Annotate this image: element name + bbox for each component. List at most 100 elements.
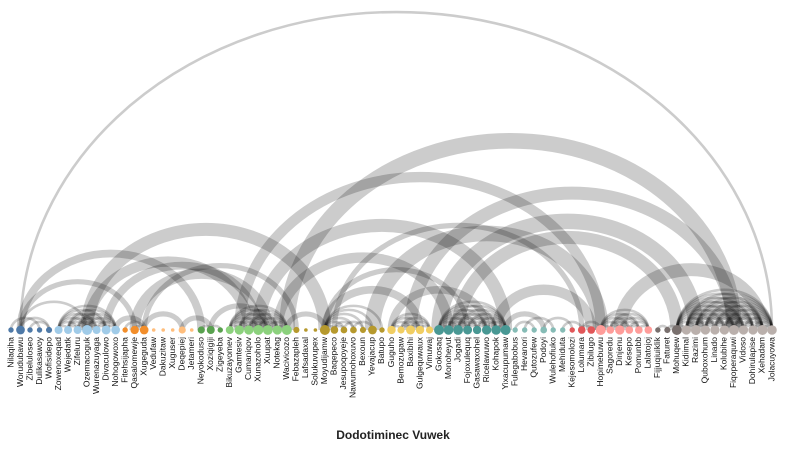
link-arc — [523, 316, 555, 331]
node-label: Zigeyeba — [215, 337, 225, 372]
node-dot[interactable] — [139, 325, 149, 335]
node-dot[interactable] — [512, 327, 518, 333]
node-dot[interactable] — [738, 325, 749, 335]
node-dot[interactable] — [16, 325, 25, 335]
node-dot[interactable] — [122, 327, 128, 333]
node-dot[interactable] — [319, 325, 330, 335]
node-dot[interactable] — [350, 326, 357, 334]
node-dot[interactable] — [443, 325, 454, 335]
node-dot[interactable] — [577, 326, 586, 334]
node-dot[interactable] — [330, 326, 339, 334]
node-dot[interactable] — [293, 326, 300, 334]
node-dot[interactable] — [700, 325, 711, 335]
link-arc — [399, 316, 431, 331]
node-dot[interactable] — [387, 325, 396, 335]
node-dot[interactable] — [379, 327, 385, 333]
node-label: Dulikasawoy — [34, 336, 44, 384]
node-dot[interactable] — [521, 327, 528, 333]
node-dot[interactable] — [481, 325, 492, 335]
node-dot[interactable] — [728, 325, 739, 335]
node-dot[interactable] — [111, 325, 120, 335]
node-dot[interactable] — [540, 326, 548, 334]
node-dot[interactable] — [73, 325, 82, 335]
node-dot[interactable] — [491, 325, 501, 335]
node-dot[interactable] — [615, 325, 625, 335]
node-dot[interactable] — [463, 325, 473, 335]
node-dot[interactable] — [234, 325, 244, 335]
node-dot[interactable] — [189, 328, 194, 332]
node-dot[interactable] — [45, 326, 53, 334]
node-dot[interactable] — [569, 327, 575, 333]
node-dot[interactable] — [82, 325, 93, 335]
node-dot[interactable] — [767, 325, 777, 335]
link-arc — [437, 312, 479, 331]
node-dot[interactable] — [151, 328, 156, 332]
node-label: Nilaqiha — [5, 337, 15, 368]
node-dot[interactable] — [500, 325, 511, 335]
node-dot[interactable] — [690, 325, 701, 335]
node-dot[interactable] — [681, 325, 692, 335]
node-dot[interactable] — [313, 328, 318, 332]
node-dot[interactable] — [453, 325, 464, 335]
link-arc — [513, 320, 536, 331]
node-dot[interactable] — [225, 325, 234, 335]
node-dot[interactable] — [161, 328, 165, 332]
link-arc — [141, 263, 299, 331]
node-dot[interactable] — [671, 325, 682, 335]
node-dot[interactable] — [531, 327, 537, 333]
node-dot[interactable] — [757, 325, 768, 335]
node-dot[interactable] — [206, 325, 215, 335]
link-arc — [685, 304, 745, 331]
node-label: Vedufaw — [148, 336, 158, 369]
node-dot[interactable] — [406, 325, 416, 335]
node-dot[interactable] — [54, 325, 63, 335]
node-dot[interactable] — [472, 325, 482, 335]
node-dot[interactable] — [368, 325, 377, 335]
node-dot[interactable] — [635, 326, 643, 334]
node-dot[interactable] — [710, 325, 720, 335]
node-dot[interactable] — [36, 327, 43, 333]
node-dot[interactable] — [130, 325, 139, 335]
node-dot[interactable] — [625, 326, 634, 334]
node-dot[interactable] — [434, 325, 445, 335]
link-arc — [685, 300, 755, 331]
node-label: Bikuzayomev — [224, 336, 234, 387]
node-dot[interactable] — [397, 326, 405, 334]
node-dot[interactable] — [217, 327, 223, 333]
node-dot[interactable] — [92, 325, 101, 335]
node-dot[interactable] — [272, 325, 282, 335]
node-dot[interactable] — [101, 325, 111, 335]
node-dot[interactable] — [340, 326, 348, 334]
node-label: Zibeluloseo — [24, 337, 34, 381]
node-dot[interactable] — [281, 325, 292, 335]
link-arc — [503, 311, 547, 331]
node-dot[interactable] — [262, 325, 273, 335]
node-dot[interactable] — [178, 326, 186, 334]
node-dot[interactable] — [606, 326, 615, 334]
node-dot[interactable] — [748, 325, 758, 335]
node-dot[interactable] — [244, 325, 254, 335]
node-label: Baxibihi — [405, 337, 415, 367]
node-dot[interactable] — [359, 326, 367, 334]
node-dot[interactable] — [644, 326, 653, 334]
node-label: Fojoxulequq — [462, 337, 472, 384]
node-dot[interactable] — [304, 328, 308, 332]
node-dot[interactable] — [197, 326, 205, 334]
node-dot[interactable] — [8, 327, 14, 333]
node-dot[interactable] — [587, 326, 596, 334]
node-dot[interactable] — [655, 327, 661, 333]
node-dot[interactable] — [253, 325, 264, 335]
node-dot[interactable] — [719, 325, 730, 335]
node-label: Fitehsijapha — [119, 337, 129, 383]
node-dot[interactable] — [27, 327, 33, 333]
node-dot[interactable] — [64, 325, 73, 335]
node-dot[interactable] — [170, 328, 175, 332]
link-arc — [675, 288, 774, 331]
node-dot[interactable] — [560, 327, 566, 333]
node-dot[interactable] — [664, 326, 671, 334]
node-dot[interactable] — [415, 325, 425, 335]
node-dot[interactable] — [550, 327, 556, 333]
node-dot[interactable] — [595, 325, 606, 335]
link-arc — [66, 316, 98, 331]
node-dot[interactable] — [425, 326, 434, 334]
